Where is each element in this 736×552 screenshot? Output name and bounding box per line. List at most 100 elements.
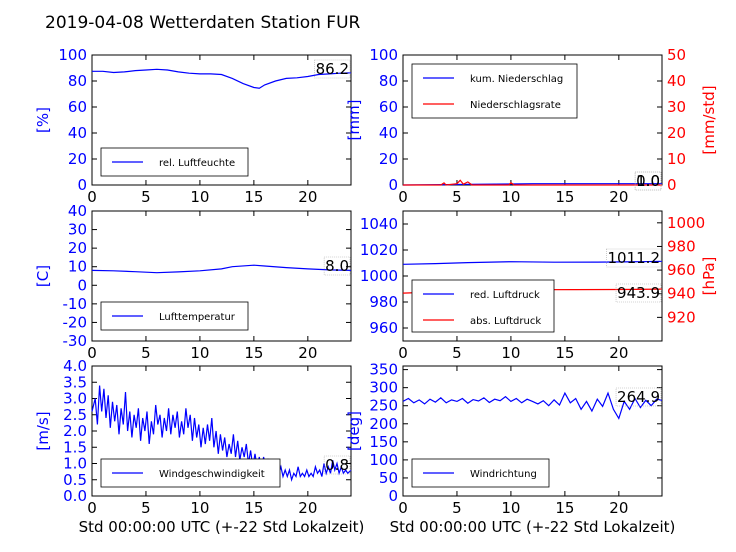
series-line-windgeschwindigkeit <box>91 385 352 483</box>
value-label: 264.9 <box>617 388 660 406</box>
y-axis-label: [deg] <box>345 411 363 451</box>
x-tick-label: 20 <box>298 188 317 206</box>
y2-tick-label: 50 <box>667 46 686 64</box>
x-tick-label: 5 <box>452 499 462 517</box>
y-axis-label: [m/s] <box>34 411 52 450</box>
series-line-windrichtung <box>402 391 663 420</box>
x-tick-label: 5 <box>141 188 151 206</box>
value-label-frame <box>615 283 662 303</box>
y-tick-label: 960 <box>369 319 398 337</box>
value-label: 86.2 <box>316 60 349 78</box>
y-tick-label: 0.0 <box>63 487 87 505</box>
y2-tick-label: 1000 <box>667 214 705 232</box>
y-tick-label: 100 <box>58 46 87 64</box>
y-tick-label: 100 <box>369 451 398 469</box>
y-tick-label: 1040 <box>360 215 398 233</box>
series-line-niederschlagsrate <box>403 179 662 186</box>
y-tick-label: 20 <box>68 239 87 257</box>
value-label-frame <box>323 455 351 475</box>
y-tick-label: 2.5 <box>63 406 87 424</box>
y2-tick-label: 980 <box>667 237 696 255</box>
x-tick-label: 10 <box>190 344 209 362</box>
x-tick-label: 20 <box>298 499 317 517</box>
series-line-lufttemperatur <box>91 264 352 274</box>
y-tick-label: 40 <box>379 124 398 142</box>
value-label: 1011.2 <box>608 249 661 267</box>
y-tick-label: 80 <box>68 72 87 90</box>
y-axis-label: [C] <box>34 265 52 287</box>
y-tick-label: 20 <box>379 150 398 168</box>
y-tick-label: 0 <box>388 176 398 194</box>
y-tick-label: -20 <box>63 313 88 331</box>
legend-label: Windrichtung <box>470 469 537 480</box>
legend-label: red. Luftdruck <box>470 290 540 301</box>
y-tick-label: 0 <box>77 176 87 194</box>
legend-label: Lufttemperatur <box>159 312 236 323</box>
y-tick-label: 40 <box>68 202 87 220</box>
y-tick-label: 3.5 <box>63 373 87 391</box>
y-tick-label: 300 <box>369 379 398 397</box>
value-label-frame <box>323 256 351 276</box>
y-tick-label: 10 <box>68 258 87 276</box>
legend-label: kum. Niederschlag <box>470 74 563 85</box>
legend-label: Windgeschwindigkeit <box>159 469 265 480</box>
x-tick-label: 0 <box>87 499 97 517</box>
y-axis-label: [%] <box>34 107 52 133</box>
legend-label: rel. Luftfeuchte <box>159 158 235 169</box>
series-line-red-luftdruck <box>402 260 663 265</box>
y-tick-label: 0.5 <box>63 471 87 489</box>
legend-box <box>411 279 555 333</box>
legend-box <box>411 63 578 119</box>
x-tick-label: 5 <box>141 344 151 362</box>
x-tick-label: 20 <box>609 188 628 206</box>
y-tick-label: 1.0 <box>63 455 87 473</box>
y-tick-label: 4.0 <box>63 357 87 375</box>
figure-title: 2019-04-08 Wetterdaten Station FUR <box>45 13 361 33</box>
value-label-frame <box>615 387 662 407</box>
value-label-frame <box>314 59 351 79</box>
y2-tick-label: 40 <box>667 72 686 90</box>
x-tick-label: 20 <box>609 344 628 362</box>
y-tick-label: 200 <box>369 415 398 433</box>
x-tick-label: 15 <box>555 344 574 362</box>
x-axis-label: Std 00:00:00 UTC (+-22 Std Lokalzeit) <box>390 518 676 536</box>
x-tick-label: 0 <box>398 344 408 362</box>
legend-label: abs. Luftdruck <box>470 316 541 327</box>
value-label-frame <box>606 248 662 268</box>
y-tick-label: 150 <box>369 433 398 451</box>
value-label: 1.0 <box>636 172 660 190</box>
y2-tick-label: 30 <box>667 98 686 116</box>
y-tick-label: -30 <box>63 332 88 350</box>
plot-frame <box>402 365 663 497</box>
y-tick-label: 20 <box>68 150 87 168</box>
y-tick-label: -10 <box>63 295 88 313</box>
y2-tick-label: 20 <box>667 124 686 142</box>
x-axis-label: Std 00:00:00 UTC (+-22 Std Lokalzeit) <box>79 518 365 536</box>
x-tick-label: 0 <box>87 344 97 362</box>
y2-tick-label: 940 <box>667 285 696 303</box>
y2-tick-label: 0 <box>667 176 677 194</box>
value-label: 0.0 <box>636 172 660 190</box>
series-line-rel-luftfeuchte <box>92 68 352 89</box>
x-tick-label: 10 <box>501 499 520 517</box>
x-tick-label: 15 <box>244 499 263 517</box>
y-tick-label: 50 <box>379 469 398 487</box>
y-tick-label: 0 <box>388 487 398 505</box>
x-tick-label: 15 <box>244 344 263 362</box>
x-tick-label: 5 <box>141 499 151 517</box>
y-tick-label: 980 <box>369 293 398 311</box>
x-tick-label: 0 <box>87 188 97 206</box>
x-tick-label: 15 <box>555 499 574 517</box>
y-tick-label: 100 <box>369 46 398 64</box>
value-label: 943.9 <box>617 284 660 302</box>
y2-axis-label: [hPa] <box>700 257 718 296</box>
y-axis-label: [mm] <box>345 100 363 141</box>
y-tick-label: 1000 <box>360 267 398 285</box>
y-tick-label: 3.0 <box>63 390 87 408</box>
y2-axis-label: [mm/std] <box>700 85 718 154</box>
x-tick-label: 10 <box>501 188 520 206</box>
y-tick-label: 80 <box>379 72 398 90</box>
y-tick-label: 250 <box>369 397 398 415</box>
plot-frame <box>91 54 352 186</box>
